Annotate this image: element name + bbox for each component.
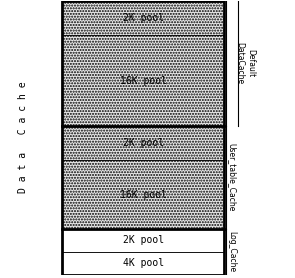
Text: 2K pool: 2K pool xyxy=(123,235,164,245)
Text: 16K pool: 16K pool xyxy=(120,190,167,200)
Text: User_table_Cache: User_table_Cache xyxy=(227,143,236,212)
Text: D a t a   C a c h e: D a t a C a c h e xyxy=(18,82,28,193)
Text: Log_Cache: Log_Cache xyxy=(227,231,236,272)
Bar xyxy=(62,1,224,275)
Bar xyxy=(62,229,224,252)
Bar xyxy=(62,252,224,275)
Text: Default
DataCache: Default DataCache xyxy=(236,43,255,85)
Text: 16K pool: 16K pool xyxy=(120,76,167,86)
Bar xyxy=(62,160,224,229)
Text: 2K pool: 2K pool xyxy=(123,138,164,148)
Bar xyxy=(62,126,224,160)
Bar xyxy=(62,1,224,35)
Text: 4K pool: 4K pool xyxy=(123,258,164,268)
Text: 2K pool: 2K pool xyxy=(123,13,164,23)
Bar xyxy=(62,35,224,126)
